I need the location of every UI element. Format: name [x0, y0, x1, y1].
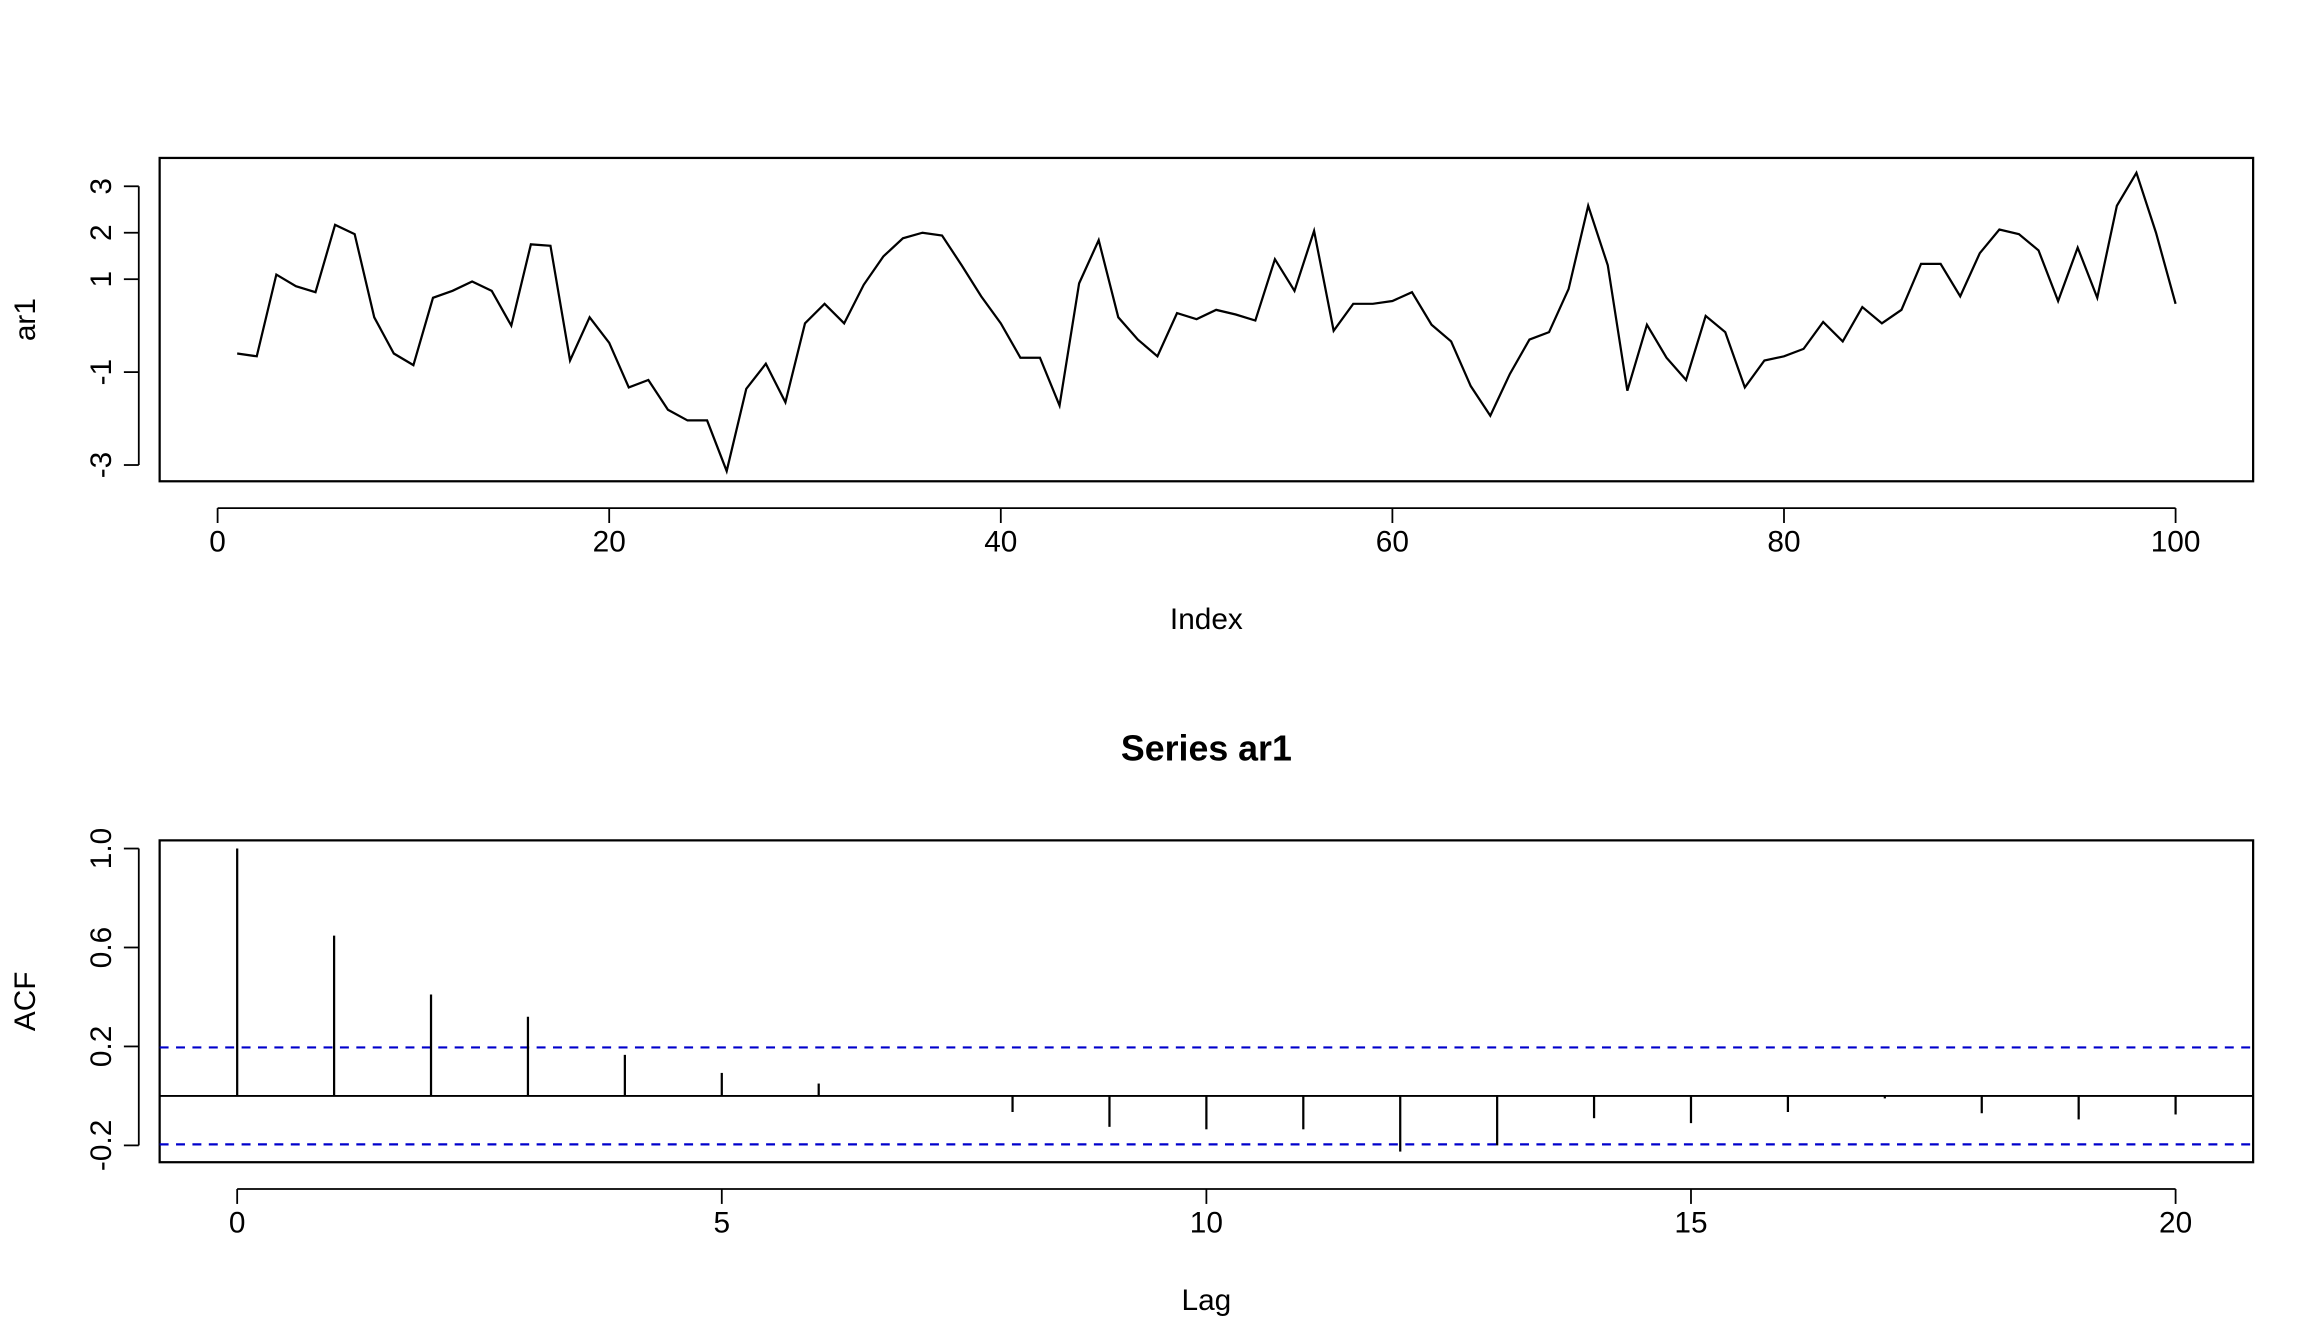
x-tick-label: 40 — [984, 526, 1017, 559]
x-tick-label: 100 — [2151, 526, 2201, 559]
x-tick-label: 0 — [209, 526, 226, 559]
y-tick-label: -3 — [85, 452, 118, 479]
x-tick-label: 60 — [1376, 526, 1409, 559]
chart-panel: Index ar1 0 20 40 60 80 100 -3 -1 1 2 3 — [9, 156, 2255, 636]
x-tick-label: 20 — [593, 526, 626, 559]
y-tick-label: 0.6 — [85, 927, 118, 968]
y-tick-label: 1.0 — [85, 828, 118, 869]
y-axis-label: ar1 — [9, 298, 42, 341]
x-axis-label: Index — [1170, 603, 1243, 636]
x-tick-label: 20 — [2159, 1207, 2192, 1240]
y-tick-label: 0.2 — [85, 1026, 118, 1067]
plot-frame — [158, 156, 2255, 483]
y-tick-label: 3 — [85, 178, 118, 195]
plot-frame — [158, 839, 2255, 1164]
y-tick-label: 1 — [85, 271, 118, 288]
chart-title: Series ar1 — [1121, 728, 1292, 768]
chart-panel: Series ar1 Lag ACF 0 5 10 15 20 -0.2 0.2 0.6 1.0 — [9, 728, 2255, 1317]
y-tick-label: -1 — [85, 359, 118, 386]
y-tick-label: -0.2 — [85, 1120, 118, 1171]
x-axis-label: Lag — [1182, 1284, 1232, 1317]
series-line — [237, 170, 2177, 475]
y-axis-label: ACF — [9, 971, 42, 1031]
x-tick-label: 0 — [229, 1207, 246, 1240]
x-tick-label: 5 — [713, 1207, 730, 1240]
y-tick-label: 2 — [85, 224, 118, 241]
x-tick-label: 10 — [1190, 1207, 1223, 1240]
x-tick-label: 80 — [1767, 526, 1800, 559]
x-tick-label: 15 — [1674, 1207, 1707, 1240]
